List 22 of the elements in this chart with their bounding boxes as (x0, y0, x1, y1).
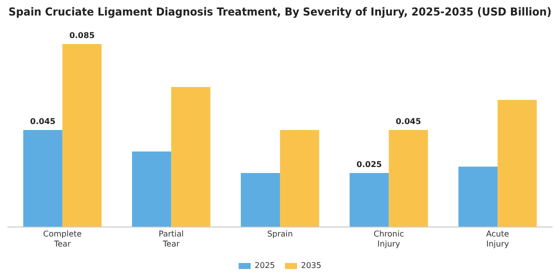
bar (23, 130, 62, 227)
x-tick-label: Acute Injury (486, 230, 510, 248)
chart-title: Spain Cruciate Ligament Diagnosis Treatment, By Severity of Injury, 2025-2035 (USD Billion) (8, 5, 552, 19)
x-tick-label: Partial Tear (158, 230, 184, 248)
bar (458, 166, 498, 227)
bar (132, 152, 172, 227)
x-tick-label: Chronic Injury (374, 230, 404, 248)
data-label: 0.085 (69, 31, 96, 40)
x-tick-label: Complete Tear (43, 230, 82, 248)
legend-label: 2025 (254, 261, 275, 270)
data-label: 0.045 (30, 117, 56, 126)
legend-label: 2035 (301, 261, 322, 270)
bar (171, 86, 210, 227)
x-tick-label: Sprain (267, 230, 293, 239)
bar (62, 44, 102, 227)
bar (388, 130, 428, 227)
bar (498, 100, 537, 227)
bar (280, 130, 320, 227)
data-label: 0.045 (396, 117, 422, 126)
bar (240, 173, 280, 227)
bar (350, 173, 389, 227)
data-label: 0.025 (356, 160, 382, 170)
